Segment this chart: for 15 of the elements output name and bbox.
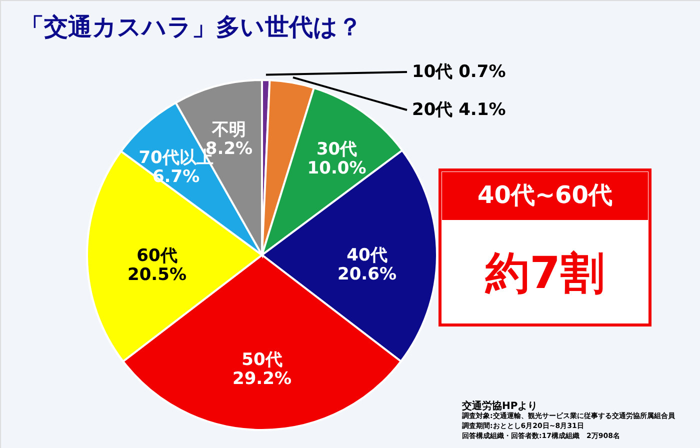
- slice-label: 10代 0.7%: [412, 62, 506, 82]
- text: 交通労協HPより: [461, 400, 538, 412]
- text: 40代~60代: [478, 181, 612, 209]
- slice-label: 30代: [316, 139, 358, 160]
- data-label: 20.5%: [128, 264, 186, 285]
- slice-label: 60代: [136, 246, 178, 266]
- slice-label: 20代 4.1%: [412, 100, 506, 120]
- data-label: 20.6%: [338, 264, 396, 285]
- data-label: 10.0%: [307, 158, 366, 178]
- data-label: 29.2%: [232, 369, 292, 389]
- slice-label: 不明: [211, 120, 246, 140]
- slice-label: 40代: [346, 246, 388, 266]
- text: 約7割: [484, 248, 604, 299]
- chart-title: 「交通カスハラ」多い世代は？: [20, 13, 362, 41]
- slice-label: 50代: [242, 350, 282, 370]
